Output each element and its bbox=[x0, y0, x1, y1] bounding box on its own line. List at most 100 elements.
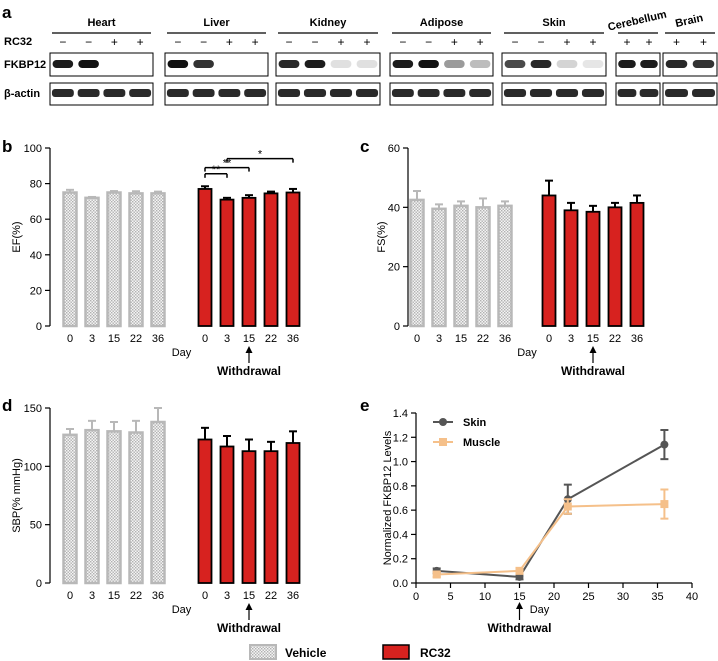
x-tick-label: 3 bbox=[568, 333, 574, 345]
actin-band bbox=[303, 89, 327, 97]
x-tick-label: 15 bbox=[108, 590, 120, 602]
tissue-label: Brain bbox=[674, 12, 704, 30]
withdrawal-label: Withdrawal bbox=[217, 621, 281, 635]
x-tick-label: 15 bbox=[243, 590, 255, 602]
series-line bbox=[436, 443, 665, 578]
actin-band bbox=[244, 89, 267, 97]
y-axis-label: EF(%) bbox=[11, 221, 23, 252]
bar-rc32 bbox=[607, 206, 623, 327]
withdrawal-arrow-head bbox=[516, 602, 523, 609]
fkbp12-band bbox=[469, 60, 491, 68]
y-tick-label: 20 bbox=[388, 262, 400, 274]
bar-rc32 bbox=[563, 209, 579, 327]
actin-band bbox=[469, 89, 492, 97]
y-tick-label: 100 bbox=[24, 461, 42, 473]
actin-band bbox=[77, 89, 100, 97]
x-tick-label: 0 bbox=[202, 590, 208, 602]
y-tick-label: 40 bbox=[388, 202, 400, 214]
x-tick-label: 22 bbox=[265, 590, 277, 602]
y-tick-label: 100 bbox=[24, 143, 42, 155]
fkbp12-band bbox=[52, 60, 74, 68]
legend-swatch-rc32 bbox=[382, 644, 410, 660]
actin-band bbox=[355, 89, 379, 97]
y-axis-label: Normalized FKBP12 Levels bbox=[382, 430, 394, 565]
x-tick-label: 3 bbox=[436, 333, 442, 345]
x-tick-label: 36 bbox=[287, 333, 299, 345]
bar-rc32 bbox=[241, 450, 257, 584]
tissue-label: Skin bbox=[542, 17, 566, 29]
legend-label-rc32: RC32 bbox=[420, 646, 451, 660]
lane-sign: − bbox=[174, 35, 181, 49]
blot-tissue-brain: Brain + + bbox=[662, 12, 718, 106]
bar-rc32 bbox=[263, 192, 279, 327]
bar-rc32 bbox=[285, 191, 301, 327]
lane-sign: + bbox=[363, 35, 370, 49]
x-axis-label: Day bbox=[172, 347, 192, 359]
x-tick-label: 30 bbox=[617, 591, 629, 603]
actin-band bbox=[639, 89, 659, 97]
fkbp12-blot-frame bbox=[389, 52, 494, 77]
x-tick-label: 0 bbox=[414, 333, 420, 345]
bar-vehicle bbox=[84, 196, 100, 328]
x-tick-label: 3 bbox=[224, 333, 230, 345]
bar-rc32 bbox=[629, 201, 645, 327]
x-tick-label: 22 bbox=[130, 590, 142, 602]
x-tick-label: 22 bbox=[130, 333, 142, 345]
bar-vehicle bbox=[62, 433, 78, 585]
fkbp12-blot-frame bbox=[615, 52, 661, 77]
panel-letter-d: d bbox=[2, 396, 12, 415]
y-tick-label: 0.0 bbox=[393, 578, 408, 590]
x-tick-label: 36 bbox=[631, 333, 643, 345]
data-point bbox=[660, 440, 669, 449]
x-tick-label: 0 bbox=[413, 591, 419, 603]
y-tick-label: 0 bbox=[36, 578, 42, 590]
actin-band bbox=[103, 89, 126, 97]
bar-vehicle bbox=[128, 431, 144, 585]
fkbp12-band bbox=[304, 60, 326, 68]
fkbp12-band bbox=[167, 60, 189, 68]
bar-vehicle bbox=[497, 204, 513, 328]
y-tick-label: 60 bbox=[388, 143, 400, 155]
tissue-label: Adipose bbox=[420, 17, 463, 29]
fkbp12-band bbox=[330, 60, 352, 68]
blot-tissue-adipose: Adipose − − + + bbox=[389, 17, 494, 106]
lane-sign: + bbox=[477, 35, 484, 49]
bar-vehicle bbox=[409, 198, 425, 328]
y-tick-label: 40 bbox=[30, 250, 42, 262]
fkbp12-band bbox=[444, 60, 465, 68]
x-tick-label: 3 bbox=[89, 333, 95, 345]
actin-band bbox=[503, 89, 527, 97]
y-axis-label: SBP(% mmHg) bbox=[11, 458, 23, 533]
y-tick-label: 0 bbox=[36, 321, 42, 333]
lane-sign: + bbox=[623, 35, 630, 49]
lane-sign: − bbox=[285, 35, 292, 49]
y-tick-label: 0.4 bbox=[393, 529, 408, 541]
fkbp12-band bbox=[504, 60, 526, 68]
x-axis-label: Day bbox=[172, 604, 192, 616]
withdrawal-label: Withdrawal bbox=[217, 364, 281, 378]
bar-rc32 bbox=[219, 445, 235, 584]
y-tick-label: 0.8 bbox=[393, 481, 408, 493]
legend-swatch-vehicle bbox=[249, 644, 277, 660]
actin-blot-frame bbox=[389, 82, 494, 106]
fkbp12-band bbox=[530, 60, 552, 68]
bar-rc32 bbox=[241, 196, 257, 327]
bar-vehicle bbox=[150, 192, 166, 328]
withdrawal-label: Withdrawal bbox=[561, 364, 625, 378]
lane-sign: + bbox=[137, 35, 144, 49]
bar-vehicle bbox=[431, 207, 447, 328]
bar-vehicle bbox=[128, 192, 144, 328]
x-tick-label: 0 bbox=[202, 333, 208, 345]
series-line bbox=[436, 503, 665, 576]
bar-vehicle bbox=[106, 191, 122, 328]
x-tick-label: 10 bbox=[479, 591, 491, 603]
actin-blot-frame bbox=[275, 82, 381, 106]
y-tick-label: 150 bbox=[24, 403, 42, 415]
lane-sign: + bbox=[451, 35, 458, 49]
fkbp12-blot-frame bbox=[275, 52, 381, 77]
x-tick-label: 22 bbox=[477, 333, 489, 345]
fkbp12-band bbox=[418, 60, 439, 68]
x-tick-label: 15 bbox=[513, 591, 525, 603]
x-tick-label: 35 bbox=[651, 591, 663, 603]
lane-sign: − bbox=[399, 35, 406, 49]
